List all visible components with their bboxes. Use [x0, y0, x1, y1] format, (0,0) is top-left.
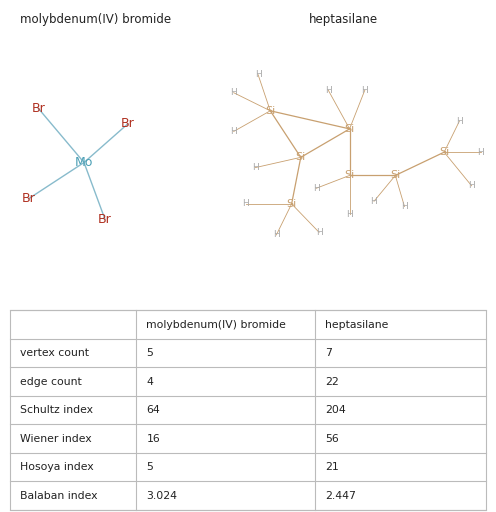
Text: Br: Br	[22, 192, 36, 205]
Text: 22: 22	[325, 377, 339, 387]
Text: Balaban index: Balaban index	[20, 490, 97, 501]
Text: Schultz index: Schultz index	[20, 405, 93, 415]
Text: Si: Si	[344, 124, 355, 134]
Text: H: H	[346, 210, 353, 219]
Text: Si: Si	[296, 153, 306, 162]
Text: 56: 56	[325, 434, 339, 443]
Text: vertex count: vertex count	[20, 348, 89, 358]
Text: Br: Br	[98, 213, 112, 226]
Text: H: H	[371, 197, 377, 206]
Text: 5: 5	[146, 462, 153, 472]
Text: H: H	[401, 202, 408, 211]
Text: molybdenum(IV) bromide: molybdenum(IV) bromide	[20, 13, 171, 26]
Text: 7: 7	[325, 348, 332, 358]
Text: 2.447: 2.447	[325, 490, 356, 501]
Text: Si: Si	[390, 170, 400, 180]
Text: H: H	[230, 88, 237, 97]
Text: 21: 21	[325, 462, 339, 472]
Text: Wiener index: Wiener index	[20, 434, 91, 443]
Text: H: H	[477, 147, 484, 157]
Text: Si: Si	[439, 147, 449, 157]
Text: heptasilane: heptasilane	[309, 13, 378, 26]
Text: Br: Br	[31, 102, 45, 115]
Text: H: H	[362, 86, 368, 95]
Text: 16: 16	[146, 434, 160, 443]
Text: H: H	[230, 127, 237, 136]
Text: H: H	[273, 230, 280, 240]
Text: 5: 5	[146, 348, 153, 358]
Text: H: H	[456, 117, 463, 125]
Text: H: H	[243, 199, 249, 208]
Text: H: H	[325, 86, 332, 95]
Text: Br: Br	[121, 117, 135, 130]
Text: edge count: edge count	[20, 377, 81, 387]
Text: H: H	[251, 163, 258, 172]
Text: heptasilane: heptasilane	[325, 319, 388, 330]
Text: 204: 204	[325, 405, 346, 415]
Text: H: H	[468, 181, 475, 190]
Text: H: H	[254, 70, 261, 79]
Text: Mo: Mo	[75, 156, 93, 169]
Text: Hosoya index: Hosoya index	[20, 462, 93, 472]
Text: H: H	[315, 228, 322, 237]
Text: 64: 64	[146, 405, 160, 415]
Text: Si: Si	[344, 170, 355, 180]
Text: 3.024: 3.024	[146, 490, 178, 501]
Text: H: H	[312, 184, 319, 193]
Text: Si: Si	[287, 199, 297, 209]
Text: molybdenum(IV) bromide: molybdenum(IV) bromide	[146, 319, 286, 330]
Text: Si: Si	[265, 106, 275, 116]
Text: 4: 4	[146, 377, 153, 387]
